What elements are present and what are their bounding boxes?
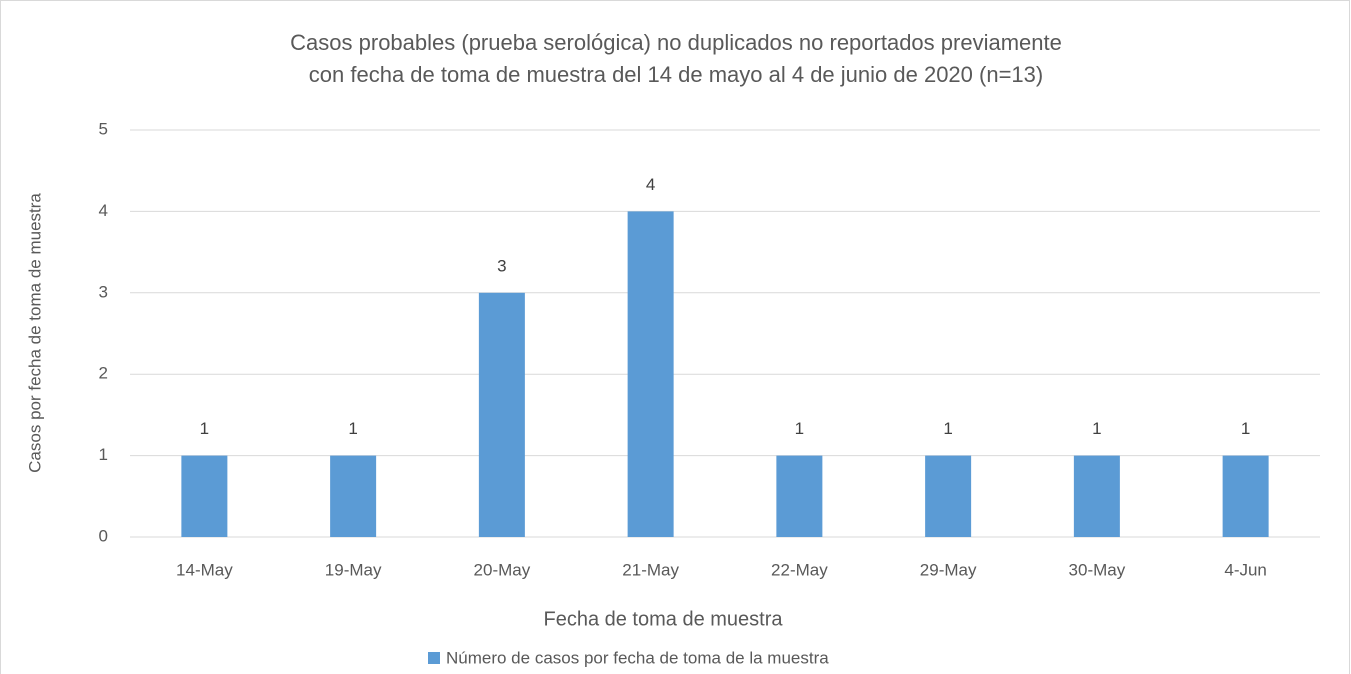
bar [1222, 455, 1269, 537]
chart-title: con fecha de toma de muestra del 14 de m… [309, 62, 1043, 87]
data-label: 1 [1092, 419, 1101, 438]
data-label: 1 [1241, 419, 1250, 438]
chart-title: Casos probables (prueba serológica) no d… [290, 30, 1062, 55]
bar [925, 455, 972, 537]
x-tick-label: 21-May [622, 560, 679, 579]
legend-label: Número de casos por fecha de toma de la … [446, 648, 829, 667]
x-tick-label: 4-Jun [1224, 560, 1267, 579]
y-tick-label: 0 [99, 526, 108, 545]
data-label: 1 [943, 419, 952, 438]
x-tick-label: 29-May [920, 560, 977, 579]
bar [627, 211, 674, 537]
x-axis-label: Fecha de toma de muestra [543, 608, 783, 630]
x-tick-label: 14-May [176, 560, 233, 579]
bar [181, 455, 228, 537]
data-label: 4 [646, 175, 655, 194]
y-tick-label: 3 [99, 282, 108, 301]
data-label: 1 [795, 419, 804, 438]
data-label: 3 [497, 256, 506, 275]
y-tick-label: 2 [99, 364, 108, 383]
x-tick-label: 30-May [1069, 560, 1126, 579]
bar [1073, 455, 1120, 537]
bar [330, 455, 377, 537]
x-tick-label: 19-May [325, 560, 382, 579]
x-tick-label: 20-May [474, 560, 531, 579]
bar [776, 455, 823, 537]
bar [478, 292, 525, 537]
y-tick-label: 1 [99, 445, 108, 464]
data-label: 1 [200, 419, 209, 438]
y-tick-label: 5 [99, 119, 108, 138]
legend-swatch [428, 652, 440, 664]
y-tick-label: 4 [99, 201, 108, 220]
x-tick-label: 22-May [771, 560, 828, 579]
y-axis-label: Casos por fecha de toma de muestra [25, 193, 44, 473]
data-label: 1 [348, 419, 357, 438]
